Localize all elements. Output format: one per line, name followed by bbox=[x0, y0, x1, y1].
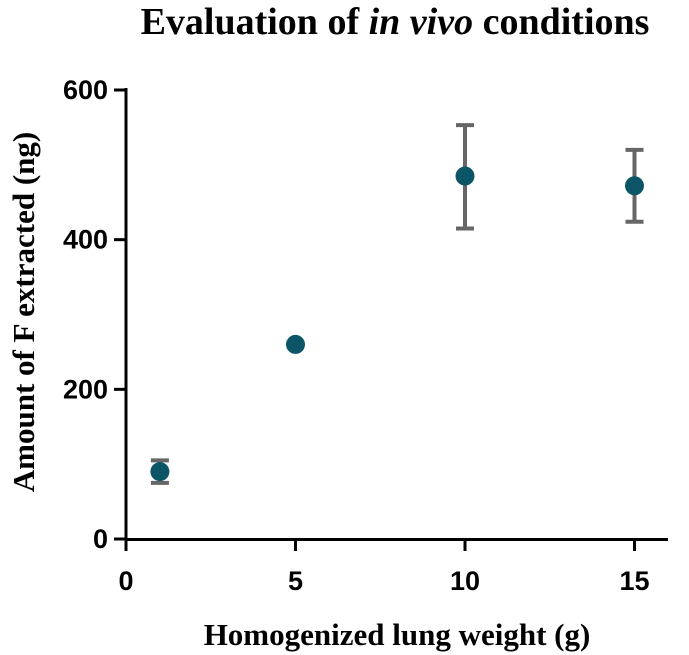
data-points bbox=[150, 166, 644, 482]
y-tick-label: 400 bbox=[63, 225, 108, 255]
x-tick-label: 5 bbox=[288, 566, 303, 596]
y-axis-label: Amount of F extracted (ng) bbox=[6, 132, 41, 492]
data-point bbox=[455, 166, 475, 186]
x-axis-label: Homogenized lung weight (g) bbox=[204, 617, 591, 652]
error-bars bbox=[150, 123, 644, 485]
y-tick-label: 600 bbox=[63, 75, 108, 105]
x-tick-label: 10 bbox=[450, 566, 480, 596]
x-axis-ticks: 0 5 10 15 bbox=[118, 539, 650, 596]
chart-title-suffix: conditions bbox=[473, 1, 649, 43]
y-tick-label: 200 bbox=[63, 374, 108, 404]
x-tick-label: 0 bbox=[118, 566, 133, 596]
data-point bbox=[150, 462, 170, 482]
y-tick-label: 0 bbox=[93, 524, 108, 554]
data-point bbox=[625, 176, 644, 196]
y-axis-ticks: 0 200 400 600 bbox=[63, 75, 126, 554]
x-tick-label: 15 bbox=[619, 566, 649, 596]
chart-title-prefix: Evaluation of bbox=[141, 1, 369, 43]
chart-title-italic: in vivo bbox=[369, 1, 473, 43]
chart-title: Evaluation of in vivo conditions bbox=[141, 1, 650, 43]
data-point bbox=[286, 334, 305, 354]
